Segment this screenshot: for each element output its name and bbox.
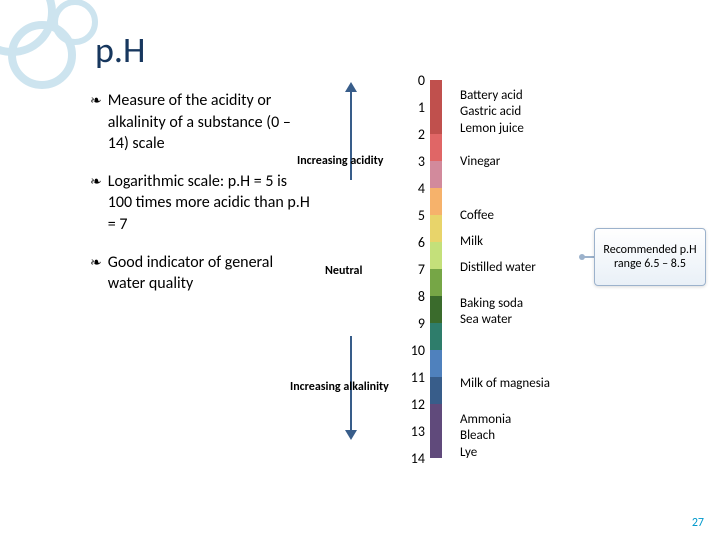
color-segment bbox=[430, 350, 442, 377]
ph-example: Milk bbox=[460, 234, 483, 250]
recommended-range-box: Recommended p.H range 6.5 – 8.5 bbox=[594, 228, 706, 286]
recommended-range-text: Recommended p.H range 6.5 – 8.5 bbox=[599, 243, 701, 271]
color-segment bbox=[430, 134, 442, 161]
callout-connector bbox=[581, 256, 595, 258]
slide-title: p.H bbox=[95, 28, 145, 72]
ph-color-bar bbox=[430, 80, 442, 458]
color-segment bbox=[430, 323, 442, 350]
color-segment bbox=[430, 80, 442, 134]
bullet-item: ❧ Good indicator of general water qualit… bbox=[90, 252, 310, 295]
ph-example: Battery acid Gastric acid Lemon juice bbox=[460, 88, 524, 137]
bullet-marker: ❧ bbox=[90, 90, 102, 155]
ph-example: Coffee bbox=[460, 208, 494, 224]
bullet-marker: ❧ bbox=[90, 252, 102, 295]
ph-example: Baking soda Sea water bbox=[460, 296, 523, 329]
arrowhead-icon bbox=[345, 430, 357, 440]
page-number: 27 bbox=[692, 516, 704, 530]
neutral-label: Neutral bbox=[325, 264, 362, 278]
ph-scale-value: 3 bbox=[395, 153, 425, 170]
color-segment bbox=[430, 188, 442, 215]
bullet-marker: ❧ bbox=[90, 171, 102, 236]
bullet-text: Good indicator of general water quality bbox=[108, 252, 310, 295]
ph-scale-value: 13 bbox=[395, 423, 425, 440]
color-segment bbox=[430, 242, 442, 269]
ph-scale-value: 14 bbox=[395, 450, 425, 467]
ph-example: Vinegar bbox=[460, 154, 500, 170]
ph-scale-value: 4 bbox=[395, 180, 425, 197]
ph-scale-value: 11 bbox=[395, 369, 425, 386]
ph-example: Milk of magnesia bbox=[460, 376, 550, 392]
ph-scale-numbers: 01234567891011121314 bbox=[395, 80, 425, 470]
ph-scale-value: 8 bbox=[395, 288, 425, 305]
ph-scale-value: 5 bbox=[395, 207, 425, 224]
ph-scale-value: 1 bbox=[395, 99, 425, 116]
color-segment bbox=[430, 404, 442, 458]
ph-scale-value: 2 bbox=[395, 126, 425, 143]
color-segment bbox=[430, 377, 442, 404]
color-segment bbox=[430, 269, 442, 296]
ph-scale-value: 0 bbox=[395, 72, 425, 89]
bullet-text: Logarithmic scale: p.H = 5 is 100 times … bbox=[108, 171, 310, 236]
ph-scale-value: 10 bbox=[395, 342, 425, 359]
bullet-text: Measure of the acidity or alkalinity of … bbox=[108, 90, 310, 155]
ph-scale-value: 6 bbox=[395, 234, 425, 251]
corner-decoration bbox=[0, 0, 110, 100]
bullet-item: ❧ Logarithmic scale: p.H = 5 is 100 time… bbox=[90, 171, 310, 236]
ph-example: Distilled water bbox=[460, 260, 536, 276]
color-segment bbox=[430, 161, 442, 188]
color-segment bbox=[430, 296, 442, 323]
color-segment bbox=[430, 215, 442, 242]
bullet-item: ❧ Measure of the acidity or alkalinity o… bbox=[90, 90, 310, 155]
ph-example: Ammonia Bleach Lye bbox=[460, 412, 511, 461]
ph-scale-value: 9 bbox=[395, 315, 425, 332]
ph-scale-value: 12 bbox=[395, 396, 425, 413]
ph-scale-value: 7 bbox=[395, 261, 425, 278]
bullet-list: ❧ Measure of the acidity or alkalinity o… bbox=[90, 90, 310, 311]
